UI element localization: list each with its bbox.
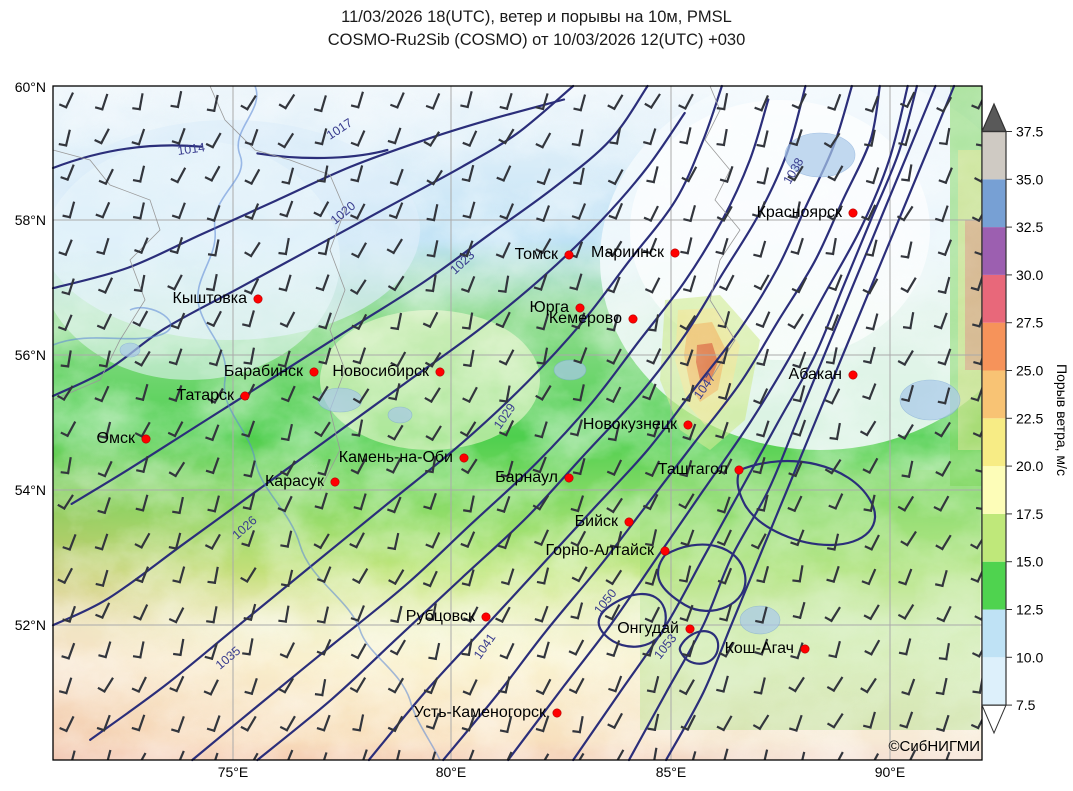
svg-text:22.5: 22.5 (1016, 410, 1043, 426)
svg-text:7.5: 7.5 (1016, 697, 1036, 713)
svg-text:10.0: 10.0 (1016, 649, 1043, 665)
svg-text:20.0: 20.0 (1016, 458, 1043, 474)
svg-text:27.5: 27.5 (1016, 315, 1043, 331)
svg-text:12.5: 12.5 (1016, 602, 1043, 618)
svg-text:15.0: 15.0 (1016, 554, 1043, 570)
svg-text:32.5: 32.5 (1016, 219, 1043, 235)
svg-text:37.5: 37.5 (1016, 124, 1043, 140)
svg-text:35.0: 35.0 (1016, 171, 1043, 187)
svg-text:25.0: 25.0 (1016, 363, 1043, 379)
svg-text:Порыв ветра, м/с: Порыв ветра, м/с (1054, 364, 1070, 476)
svg-text:30.0: 30.0 (1016, 267, 1043, 283)
svg-text:17.5: 17.5 (1016, 506, 1043, 522)
